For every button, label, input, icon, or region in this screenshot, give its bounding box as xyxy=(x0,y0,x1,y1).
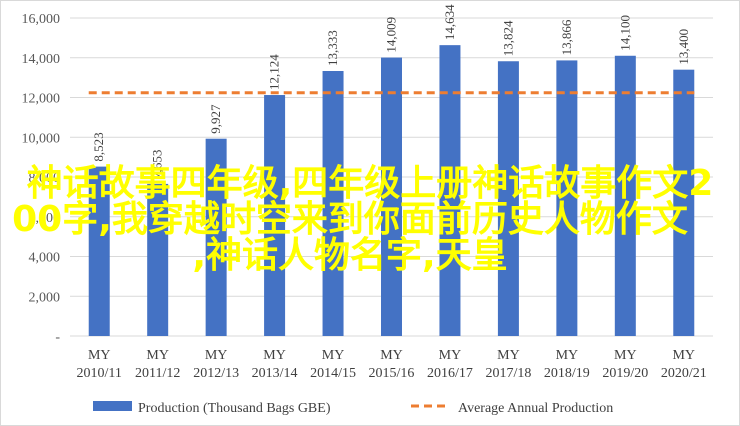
x-tick-label: MY xyxy=(322,348,345,363)
y-tick-label: - xyxy=(55,330,60,345)
x-tick-label: MY xyxy=(556,348,579,363)
y-tick-label: 6,000 xyxy=(29,211,61,226)
x-tick-label: MY xyxy=(439,348,462,363)
overlay-text-line-3: ,神话人物名字,天皇 xyxy=(192,235,508,276)
bar xyxy=(381,57,402,336)
x-tick-label: 2020/21 xyxy=(661,366,707,381)
data-label: 14,634 xyxy=(442,4,457,40)
data-label: 13,400 xyxy=(676,29,691,65)
x-tick-label: 2010/11 xyxy=(77,366,122,381)
bar xyxy=(497,61,519,337)
x-tick-label: 2011/12 xyxy=(135,366,180,381)
bar xyxy=(614,55,636,336)
data-label: 9,927 xyxy=(208,104,223,134)
data-label: 13,333 xyxy=(325,30,340,66)
x-tick-label: 2017/18 xyxy=(485,366,531,381)
overlay-text-line-1: 神话故事四年级,四年级上册神话故事作文2 xyxy=(26,163,714,204)
data-label: 14,100 xyxy=(617,15,632,51)
bar xyxy=(147,183,169,336)
bar xyxy=(322,71,344,336)
x-tick-label: 2012/13 xyxy=(193,366,239,381)
x-tick-label: MY xyxy=(614,348,637,363)
y-axis-ticks: - 2,000 4,000 6,000 8,000 10,000 12,000 14,000 1… xyxy=(22,12,61,345)
x-tick-label: 2019/20 xyxy=(602,366,648,381)
x-tick-label: MY xyxy=(672,348,695,363)
overlay-text-line-2: 00字,我穿越时空来到你面前历史人物作文 xyxy=(12,199,688,240)
x-tick-label: 2016/17 xyxy=(427,366,473,381)
x-tick-label: MY xyxy=(497,348,520,363)
x-tick-label: 2013/14 xyxy=(252,366,298,381)
data-label: 12,124 xyxy=(267,54,282,90)
legend-average-label: Average Annual Production xyxy=(458,401,613,416)
x-tick-label: MY xyxy=(88,348,111,363)
x-axis-categories: MY 2010/11 MY 2011/12 MY 2012/13 MY 2013/14 MY 20… xyxy=(77,348,707,381)
bar xyxy=(264,95,286,337)
x-tick-label: MY xyxy=(146,348,169,363)
x-tick-label: 2014/15 xyxy=(310,366,356,381)
data-label: 13,866 xyxy=(559,19,574,55)
x-tick-label: 2018/19 xyxy=(544,366,590,381)
bar xyxy=(673,69,695,337)
data-label: 13,824 xyxy=(500,20,515,56)
y-tick-label: 14,000 xyxy=(22,52,61,67)
y-tick-label: 2,000 xyxy=(29,290,61,305)
data-labels: 8,523 7,653 9,927 12,124 13,333 14,009 14,634 1… xyxy=(91,4,691,179)
x-tick-label: 2015/16 xyxy=(369,366,415,381)
bar xyxy=(556,60,578,337)
x-tick-label: MY xyxy=(205,348,228,363)
data-label: 8,523 xyxy=(91,132,106,161)
legend: Production (Thousand Bags GBE) Average A… xyxy=(93,401,613,416)
x-tick-label: MY xyxy=(380,348,403,363)
bar xyxy=(205,138,227,336)
data-label: 14,009 xyxy=(384,17,399,53)
y-tick-label: 4,000 xyxy=(29,251,61,266)
x-tick-label: MY xyxy=(263,348,286,363)
y-tick-label: 8,000 xyxy=(29,171,61,186)
y-tick-label: 10,000 xyxy=(22,131,61,146)
data-label: 7,653 xyxy=(150,150,165,179)
bar-series xyxy=(88,45,695,337)
bar xyxy=(439,45,461,336)
legend-production-label: Production (Thousand Bags GBE) xyxy=(138,401,331,416)
bar xyxy=(88,166,110,336)
legend-production-swatch xyxy=(93,401,132,411)
y-tick-label: 12,000 xyxy=(22,92,61,107)
y-tick-label: 16,000 xyxy=(22,12,61,27)
